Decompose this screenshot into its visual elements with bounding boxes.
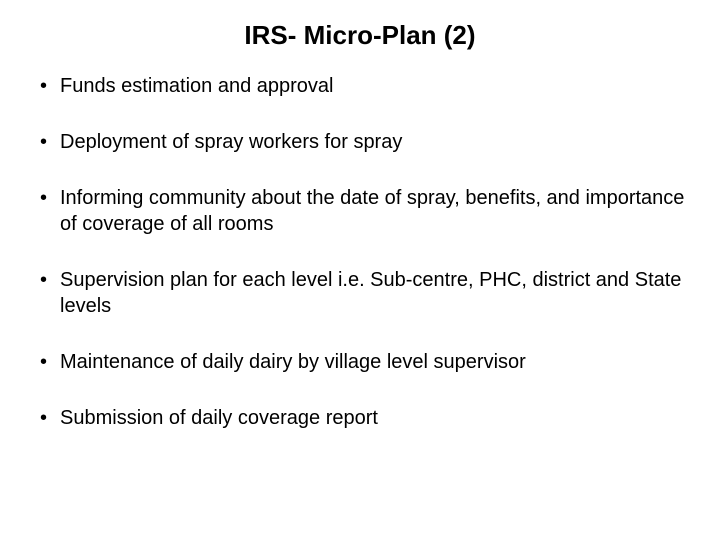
list-item: Informing community about the date of sp…: [40, 185, 690, 237]
list-item: Supervision plan for each level i.e. Sub…: [40, 267, 690, 319]
bullet-list: Funds estimation and approval Deployment…: [30, 73, 690, 431]
slide-title: IRS- Micro-Plan (2): [30, 20, 690, 51]
list-item: Maintenance of daily dairy by village le…: [40, 349, 690, 375]
list-item: Submission of daily coverage report: [40, 405, 690, 431]
list-item: Deployment of spray workers for spray: [40, 129, 690, 155]
list-item: Funds estimation and approval: [40, 73, 690, 99]
